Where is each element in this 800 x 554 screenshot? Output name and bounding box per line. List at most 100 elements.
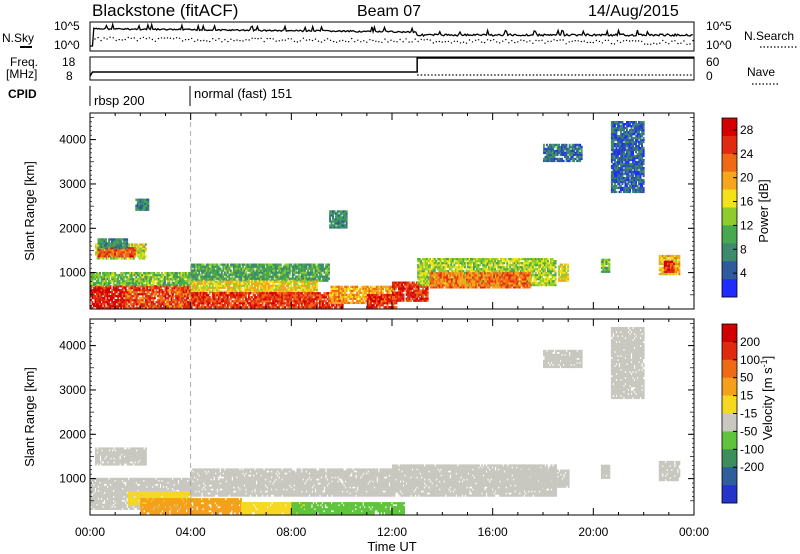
range-cell bbox=[279, 290, 282, 293]
range-cell bbox=[96, 299, 98, 302]
range-cell bbox=[264, 271, 267, 274]
range-cell bbox=[111, 276, 114, 279]
range-cell bbox=[319, 300, 321, 303]
range-cell bbox=[260, 306, 263, 309]
range-cell bbox=[190, 298, 193, 301]
range-cell bbox=[175, 295, 178, 298]
range-cell bbox=[500, 282, 503, 285]
range-cell bbox=[261, 284, 264, 287]
range-cell bbox=[252, 298, 255, 301]
range-cell bbox=[413, 297, 416, 300]
range-cell bbox=[112, 282, 115, 285]
range-cell bbox=[461, 260, 463, 263]
range-cell bbox=[150, 293, 153, 296]
range-cell bbox=[251, 286, 254, 289]
range-cell bbox=[245, 277, 247, 280]
range-cell bbox=[311, 286, 314, 289]
range-cell bbox=[290, 280, 293, 283]
range-cell bbox=[111, 255, 114, 258]
range-cell bbox=[138, 245, 141, 248]
range-cell bbox=[182, 303, 185, 306]
nsearch-point bbox=[296, 41, 299, 43]
range-cell bbox=[420, 285, 423, 288]
range-cell bbox=[305, 280, 308, 283]
range-cell bbox=[141, 278, 144, 281]
range-cell bbox=[192, 284, 195, 287]
range-cell bbox=[448, 268, 451, 271]
range-cell bbox=[282, 267, 285, 270]
range-cell bbox=[220, 290, 223, 293]
range-cell bbox=[402, 293, 405, 296]
range-cell bbox=[223, 306, 226, 309]
range-cell bbox=[392, 285, 394, 288]
range-cell bbox=[99, 251, 102, 254]
range-cell bbox=[136, 272, 139, 275]
range-cell bbox=[423, 291, 426, 294]
range-cell bbox=[313, 277, 315, 280]
range-cell bbox=[207, 267, 210, 270]
range-cell bbox=[185, 291, 188, 294]
range-cell bbox=[109, 280, 112, 283]
range-cell bbox=[246, 280, 249, 283]
range-cell bbox=[249, 267, 252, 270]
range-cell bbox=[297, 298, 300, 301]
range-cell bbox=[421, 283, 424, 287]
range-cell bbox=[328, 300, 331, 303]
range-cell bbox=[129, 243, 132, 246]
range-cell bbox=[160, 285, 162, 288]
range-cell bbox=[278, 294, 281, 297]
range-cell bbox=[155, 285, 158, 288]
range-cell bbox=[217, 296, 220, 299]
range-cell bbox=[100, 305, 103, 308]
range-cell bbox=[328, 277, 331, 280]
range-cell bbox=[342, 295, 345, 298]
range-cell bbox=[313, 263, 315, 266]
range-cell bbox=[147, 282, 150, 285]
range-cell bbox=[498, 266, 501, 269]
range-cell bbox=[251, 300, 254, 303]
range-cell bbox=[121, 278, 124, 281]
nsearch-point bbox=[526, 41, 528, 43]
range-cell bbox=[293, 282, 296, 285]
range-cell bbox=[248, 302, 250, 305]
range-cell bbox=[297, 277, 300, 280]
range-cell bbox=[108, 276, 111, 279]
range-cell bbox=[348, 289, 351, 292]
range-cell bbox=[500, 268, 503, 271]
range-cell bbox=[179, 291, 182, 294]
range-cell bbox=[240, 277, 243, 280]
range-cell bbox=[240, 269, 243, 272]
range-cell bbox=[317, 306, 320, 309]
range-cell bbox=[205, 296, 208, 299]
nsearch-point bbox=[109, 36, 111, 38]
range-cell bbox=[249, 271, 252, 274]
range-cell bbox=[177, 280, 180, 283]
range-cell bbox=[326, 267, 329, 270]
range-cell bbox=[242, 267, 244, 270]
range-cell bbox=[124, 280, 127, 283]
range-cell bbox=[486, 258, 489, 261]
range-cell bbox=[136, 278, 139, 281]
range-cell bbox=[225, 290, 228, 293]
range-cell bbox=[176, 297, 179, 300]
range-cell bbox=[317, 271, 320, 274]
range-cell bbox=[155, 289, 158, 292]
range-cell bbox=[362, 293, 365, 296]
range-cell bbox=[267, 275, 270, 278]
range-cell bbox=[225, 294, 228, 297]
nsearch-point bbox=[299, 40, 302, 42]
range-cell bbox=[163, 293, 165, 296]
range-cell bbox=[193, 280, 196, 283]
range-cell bbox=[462, 262, 465, 265]
range-cell bbox=[198, 280, 201, 283]
range-cell bbox=[208, 292, 211, 295]
range-cell bbox=[202, 300, 205, 303]
range-cell bbox=[105, 272, 108, 275]
range-cell bbox=[258, 290, 261, 293]
range-cell bbox=[470, 262, 472, 265]
range-cell bbox=[310, 296, 312, 299]
range-cell bbox=[143, 307, 146, 309]
range-cell bbox=[151, 280, 154, 283]
range-cell bbox=[140, 249, 143, 252]
nsearch-point bbox=[459, 42, 462, 44]
